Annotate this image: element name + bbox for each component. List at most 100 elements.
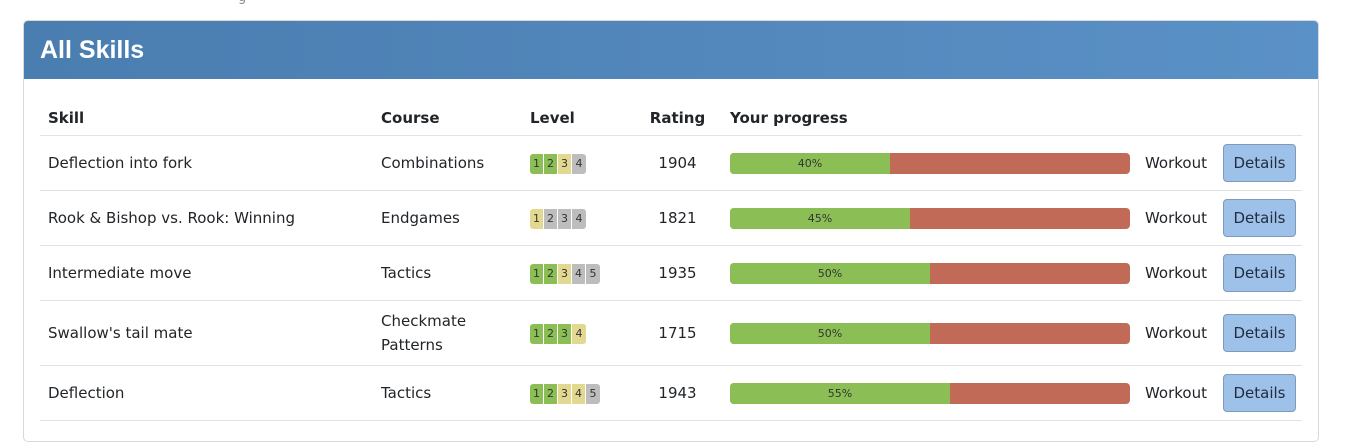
header-level: Level — [522, 101, 633, 136]
progress-label: 45% — [807, 211, 833, 225]
level-box-4: 4 — [572, 263, 586, 284]
table-header-row: Skill Course Level Rating Your progress — [40, 101, 1302, 136]
level-box-3: 3 — [558, 153, 572, 174]
details-button[interactable]: Details — [1223, 374, 1296, 412]
progress-bar-fill — [730, 382, 950, 404]
skills-table: Skill Course Level Rating Your progress … — [40, 101, 1302, 421]
level-box-4: 4 — [572, 383, 586, 404]
level-box-1: 1 — [530, 383, 544, 404]
table-row: Deflection into fork Combinations 1 2 3 4 1904… — [40, 135, 1302, 191]
course-cell: Combinations — [373, 135, 522, 191]
level-box-5: 5 — [586, 263, 600, 284]
level-box-2: 2 — [544, 323, 558, 344]
workout-link[interactable]: Workout — [1130, 245, 1207, 301]
workout-link[interactable]: Workout — [1130, 190, 1207, 246]
details-button[interactable]: Details — [1223, 314, 1296, 352]
level-box-3: 3 — [558, 323, 572, 344]
header-progress: Your progress — [722, 101, 1130, 136]
level-box-1: 1 — [530, 323, 544, 344]
level-box-1: 1 — [530, 208, 544, 229]
progress-cell: 50% — [722, 245, 1130, 301]
level-box-3: 3 — [558, 383, 572, 404]
progress-bar-fill — [730, 262, 930, 284]
table-row: Rook & Bishop vs. Rook: Winning Endgames 1… — [40, 190, 1302, 246]
course-name: Endgames — [381, 209, 460, 227]
level-box-2: 2 — [544, 153, 558, 174]
details-button[interactable]: Details — [1223, 254, 1296, 292]
skill-name: Rook & Bishop vs. Rook: Winning — [40, 190, 373, 246]
level-box-1: 1 — [530, 153, 544, 174]
workout-link[interactable]: Workout — [1130, 365, 1207, 421]
skills-table-body: Deflection into fork Combinations 1 2 3 4 1904… — [40, 135, 1302, 421]
table-row: Intermediate move Tactics 1 2 3 4 5 1935 50% Work… — [40, 245, 1302, 301]
panel-header: All Skills — [24, 21, 1318, 79]
progress-label: 50% — [817, 266, 843, 280]
progress-bar: 40% — [730, 152, 1130, 174]
skill-rating: 1904 — [633, 135, 722, 191]
skill-name: Intermediate move — [40, 245, 373, 301]
skill-rating: 1943 — [633, 365, 722, 421]
level-box-4: 4 — [572, 323, 586, 344]
progress-bar: 55% — [730, 382, 1130, 404]
progress-cell: 45% — [722, 190, 1130, 246]
course-name: Checkmate Patterns — [381, 312, 467, 354]
progress-cell: 50% — [722, 300, 1130, 366]
course-cell: Checkmate Patterns — [373, 300, 522, 366]
all-skills-panel: All Skills Skill Course Level Rating You… — [23, 20, 1319, 442]
course-cell: Tactics — [373, 245, 522, 301]
course-name: Tactics — [381, 384, 432, 402]
table-row: Swallow's tail mate Checkmate Patterns 1 2 3… — [40, 300, 1302, 366]
progress-bar-fill — [730, 322, 930, 344]
skill-name: Deflection — [40, 365, 373, 421]
progress-label: 55% — [827, 386, 853, 400]
course-cell: Tactics — [373, 365, 522, 421]
workout-link[interactable]: Workout — [1130, 135, 1207, 191]
course-name: Tactics — [381, 264, 432, 282]
skill-rating: 1821 — [633, 190, 722, 246]
progress-bar: 50% — [730, 322, 1130, 344]
skill-rating: 1935 — [633, 245, 722, 301]
course-name: Combinations — [381, 154, 485, 172]
skill-rating: 1715 — [633, 300, 722, 366]
progress-bar-fill — [730, 207, 910, 229]
level-box-1: 1 — [530, 263, 544, 284]
level-box-2: 2 — [544, 383, 558, 404]
skill-name: Deflection into fork — [40, 135, 373, 191]
level-box-5: 5 — [586, 383, 600, 404]
progress-bar-fill — [730, 152, 890, 174]
details-button[interactable]: Details — [1223, 199, 1296, 237]
progress-label: 40% — [797, 156, 823, 170]
course-cell: Endgames — [373, 190, 522, 246]
header-rating: Rating — [633, 101, 722, 136]
table-row: Deflection Tactics 1 2 3 4 5 1943 55% Workout Deta… — [40, 365, 1302, 421]
details-cell: Details — [1207, 365, 1302, 421]
header-details — [1207, 101, 1302, 136]
header-skill: Skill — [40, 101, 373, 136]
progress-label: 50% — [817, 326, 843, 340]
level-box-4: 4 — [572, 208, 586, 229]
level-box-2: 2 — [544, 263, 558, 284]
header-workout — [1130, 101, 1207, 136]
level-box-3: 3 — [558, 208, 572, 229]
progress-bar: 50% — [730, 262, 1130, 284]
top-text-fragment: g — [238, 0, 246, 5]
progress-bar: 45% — [730, 207, 1130, 229]
details-button[interactable]: Details — [1223, 144, 1296, 182]
progress-cell: 40% — [722, 135, 1130, 191]
level-box-4: 4 — [572, 153, 586, 174]
header-course: Course — [373, 101, 522, 136]
workout-link[interactable]: Workout — [1130, 300, 1207, 366]
details-cell: Details — [1207, 245, 1302, 301]
level-box-3: 3 — [558, 263, 572, 284]
details-cell: Details — [1207, 300, 1302, 366]
skill-name: Swallow's tail mate — [40, 300, 373, 366]
panel-title: All Skills — [40, 35, 145, 64]
